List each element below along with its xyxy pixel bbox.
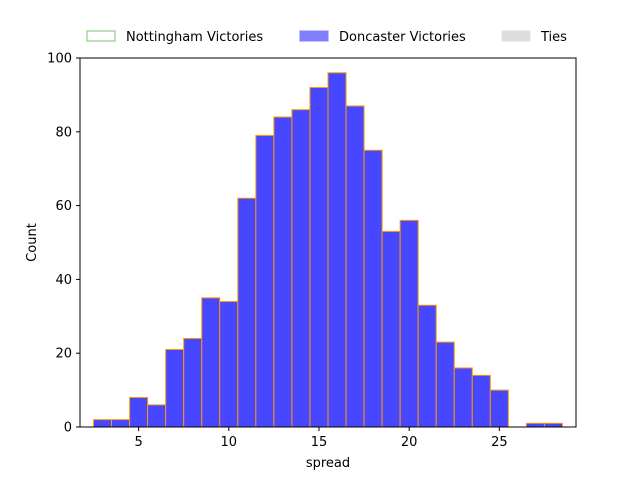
plot-area-frame	[79, 57, 577, 428]
legend-swatch-2	[501, 30, 531, 42]
histogram-bar-24	[525, 422, 545, 428]
histogram-bar-19	[435, 341, 455, 428]
x-tick-label-2: 15	[311, 435, 328, 450]
histogram-bar-7	[219, 301, 239, 428]
y-tick-label-2: 40	[55, 273, 72, 288]
histogram-bar-10	[273, 116, 293, 428]
histogram-bar-8	[237, 197, 257, 428]
histogram-bar-11	[291, 109, 311, 428]
legend-label-0: Nottingham Victories	[126, 30, 263, 45]
y-axis: 0 20 40 60 80 100	[47, 52, 80, 436]
legend-label-1: Doncaster Victories	[339, 30, 466, 45]
y-tick-label-0: 0	[64, 421, 72, 436]
y-tick-label-5: 100	[47, 52, 72, 67]
legend-swatch-1	[299, 30, 329, 42]
x-tick-label-0: 5	[134, 435, 142, 450]
y-tick-label-4: 80	[55, 125, 72, 140]
histogram-bar-1	[111, 419, 131, 428]
legend: Nottingham Victories Doncaster Victories T…	[86, 30, 567, 45]
histogram-bar-17	[399, 219, 419, 428]
histogram-bar-5	[183, 337, 203, 428]
histogram-bar-4	[165, 349, 185, 428]
histogram-bar-6	[201, 297, 221, 428]
histogram-bar-15	[363, 149, 383, 428]
legend-label-2: Ties	[540, 30, 567, 45]
x-axis-label: spread	[306, 456, 350, 471]
histogram-bar-13	[327, 72, 347, 428]
histogram-bar-3	[147, 404, 167, 428]
histogram-bar-25	[543, 422, 563, 428]
histogram-bar-0	[93, 419, 113, 428]
x-tick-label-4: 25	[491, 435, 508, 450]
histogram-bar-16	[381, 230, 401, 428]
y-tick-label-1: 20	[55, 347, 72, 362]
histogram-bar-2	[129, 396, 149, 428]
x-tick-label-1: 10	[221, 435, 238, 450]
y-tick-label-3: 60	[55, 199, 72, 214]
histogram-bar-9	[255, 134, 275, 428]
legend-swatch-0	[86, 30, 116, 42]
x-axis: 5 10 15 20 25	[134, 427, 508, 450]
histogram-bar-18	[417, 304, 437, 428]
histogram-bar-14	[345, 105, 365, 428]
histogram-bar-20	[453, 367, 473, 428]
histogram-bar-12	[309, 87, 329, 428]
histogram-bars	[93, 72, 563, 428]
histogram-bar-21	[471, 374, 491, 428]
x-tick-label-3: 20	[401, 435, 418, 450]
histogram-bar-22	[489, 389, 509, 428]
y-axis-label: Count	[25, 223, 40, 262]
